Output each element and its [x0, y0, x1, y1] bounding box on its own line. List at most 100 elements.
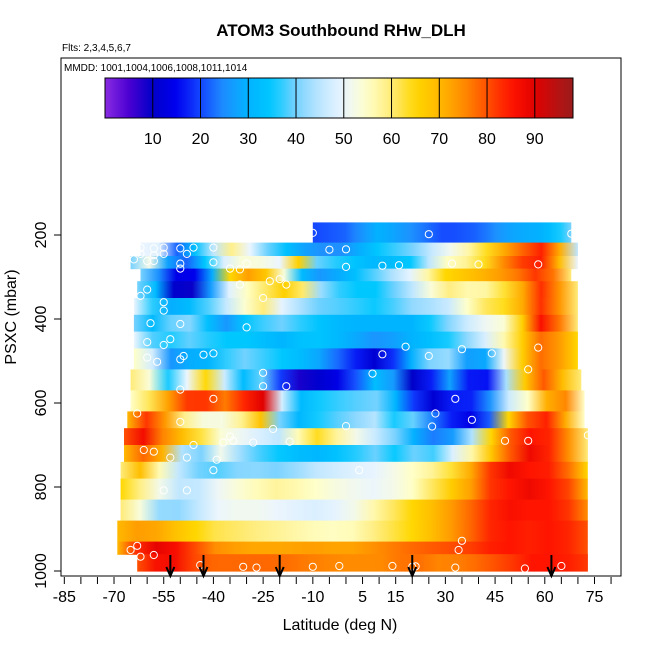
colorbar-tick-label: 80 — [478, 131, 496, 148]
y-tick-label: 600 — [33, 390, 50, 417]
y-axis: 200 400 600 800 1000 — [33, 222, 61, 589]
sample-point — [388, 561, 397, 571]
colorbar-tick-label: 20 — [192, 131, 210, 148]
sample-point — [133, 541, 142, 550]
colorbar-gradient — [104, 77, 574, 119]
sample-point — [378, 261, 387, 270]
sample-point — [179, 351, 188, 361]
colorbar-tick-label: 70 — [430, 131, 448, 148]
sample-point — [189, 243, 198, 252]
sample-point — [457, 536, 466, 545]
sample-point — [176, 244, 185, 253]
sample-point — [275, 275, 284, 284]
sample-point — [209, 243, 218, 252]
sample-point — [116, 354, 125, 363]
sample-point — [136, 291, 145, 300]
y-tick-label: 200 — [33, 222, 50, 249]
sample-point — [557, 561, 566, 571]
x-axis: -85 -70 -55 -40 -25 -10 5 15 30 45 60 75 — [53, 577, 612, 606]
sample-point — [454, 545, 463, 555]
y-tick-label: 800 — [33, 474, 50, 501]
sample-point — [136, 249, 145, 258]
sample-point — [136, 552, 145, 561]
sample-point — [143, 353, 152, 362]
sample-point — [308, 562, 317, 571]
heatmap-row — [120, 478, 588, 501]
sample-point — [212, 455, 221, 464]
sample-point — [149, 550, 158, 560]
x-tick-label: 60 — [536, 589, 554, 606]
colorbar-ticks: 10 20 30 40 50 60 70 80 90 — [144, 78, 544, 148]
sample-point — [282, 382, 291, 391]
heatmap-row — [140, 242, 578, 257]
sample-point — [219, 438, 228, 447]
heatmap-row — [133, 298, 578, 316]
sample-point — [136, 243, 145, 252]
heatmap-row — [124, 445, 588, 463]
sample-point — [431, 409, 440, 418]
colorbar-tick-label: 90 — [526, 131, 544, 148]
sample-point — [567, 229, 576, 238]
sample-point — [159, 486, 168, 495]
sample-point — [341, 422, 351, 431]
heatmap-row — [130, 369, 582, 391]
sample-point — [166, 453, 175, 462]
sample-point — [229, 436, 238, 445]
sample-point — [447, 259, 457, 268]
sample-point — [176, 264, 185, 273]
heatmap-row — [117, 541, 588, 555]
sample-point — [159, 249, 168, 258]
sample-point — [176, 385, 185, 394]
sample-point — [242, 323, 251, 332]
sample-point — [146, 319, 155, 328]
sample-point — [368, 369, 377, 378]
sample-point — [394, 261, 404, 270]
heatmap-row — [137, 554, 588, 572]
y-axis-label: PSXC (mbar) — [3, 269, 20, 364]
x-tick-label: -10 — [301, 589, 324, 606]
x-tick-label: 15 — [387, 589, 405, 606]
heatmap-row — [127, 411, 585, 429]
colorbar-tick-label: 60 — [383, 131, 401, 148]
sample-point — [209, 258, 218, 267]
sample-point — [259, 368, 268, 377]
sample-point — [341, 262, 351, 271]
sample-point — [451, 394, 460, 403]
sample-point — [451, 563, 460, 572]
sample-point — [249, 438, 258, 447]
sample-point — [378, 350, 387, 359]
heatmap-row — [120, 461, 588, 480]
sample-point — [149, 251, 158, 260]
heatmap-row — [130, 390, 585, 412]
sample-point — [225, 264, 235, 273]
sample-point — [159, 298, 168, 307]
heatmap-row — [140, 268, 572, 282]
sample-point — [139, 445, 148, 455]
sample-point — [133, 409, 142, 418]
heatmap-row — [312, 222, 572, 244]
sample-point — [242, 259, 251, 268]
sample-point — [401, 342, 410, 351]
heatmap-row — [124, 428, 588, 446]
sample-point — [524, 436, 533, 445]
sample-point — [235, 265, 244, 274]
x-tick-label: 5 — [358, 589, 367, 606]
sample-point — [259, 293, 268, 303]
y-tick-label: 400 — [33, 306, 50, 333]
heatmap-row — [133, 348, 578, 370]
sample-point — [159, 243, 168, 252]
x-tick-label: -40 — [202, 589, 225, 606]
sample-point — [285, 437, 294, 446]
sample-point — [524, 365, 533, 374]
heatmap-row — [137, 281, 578, 299]
x-tick-label: -55 — [152, 589, 175, 606]
sample-point — [282, 280, 291, 289]
sample-point — [457, 345, 466, 354]
dates-subtitle: MMDD: 1001,1004,1006,1008,1011,1014 — [64, 63, 248, 74]
sample-point — [534, 343, 543, 352]
x-tick-label: -85 — [53, 589, 76, 606]
heatmap-row — [133, 314, 578, 333]
sample-point — [252, 563, 261, 572]
heatmap-row — [117, 520, 588, 543]
